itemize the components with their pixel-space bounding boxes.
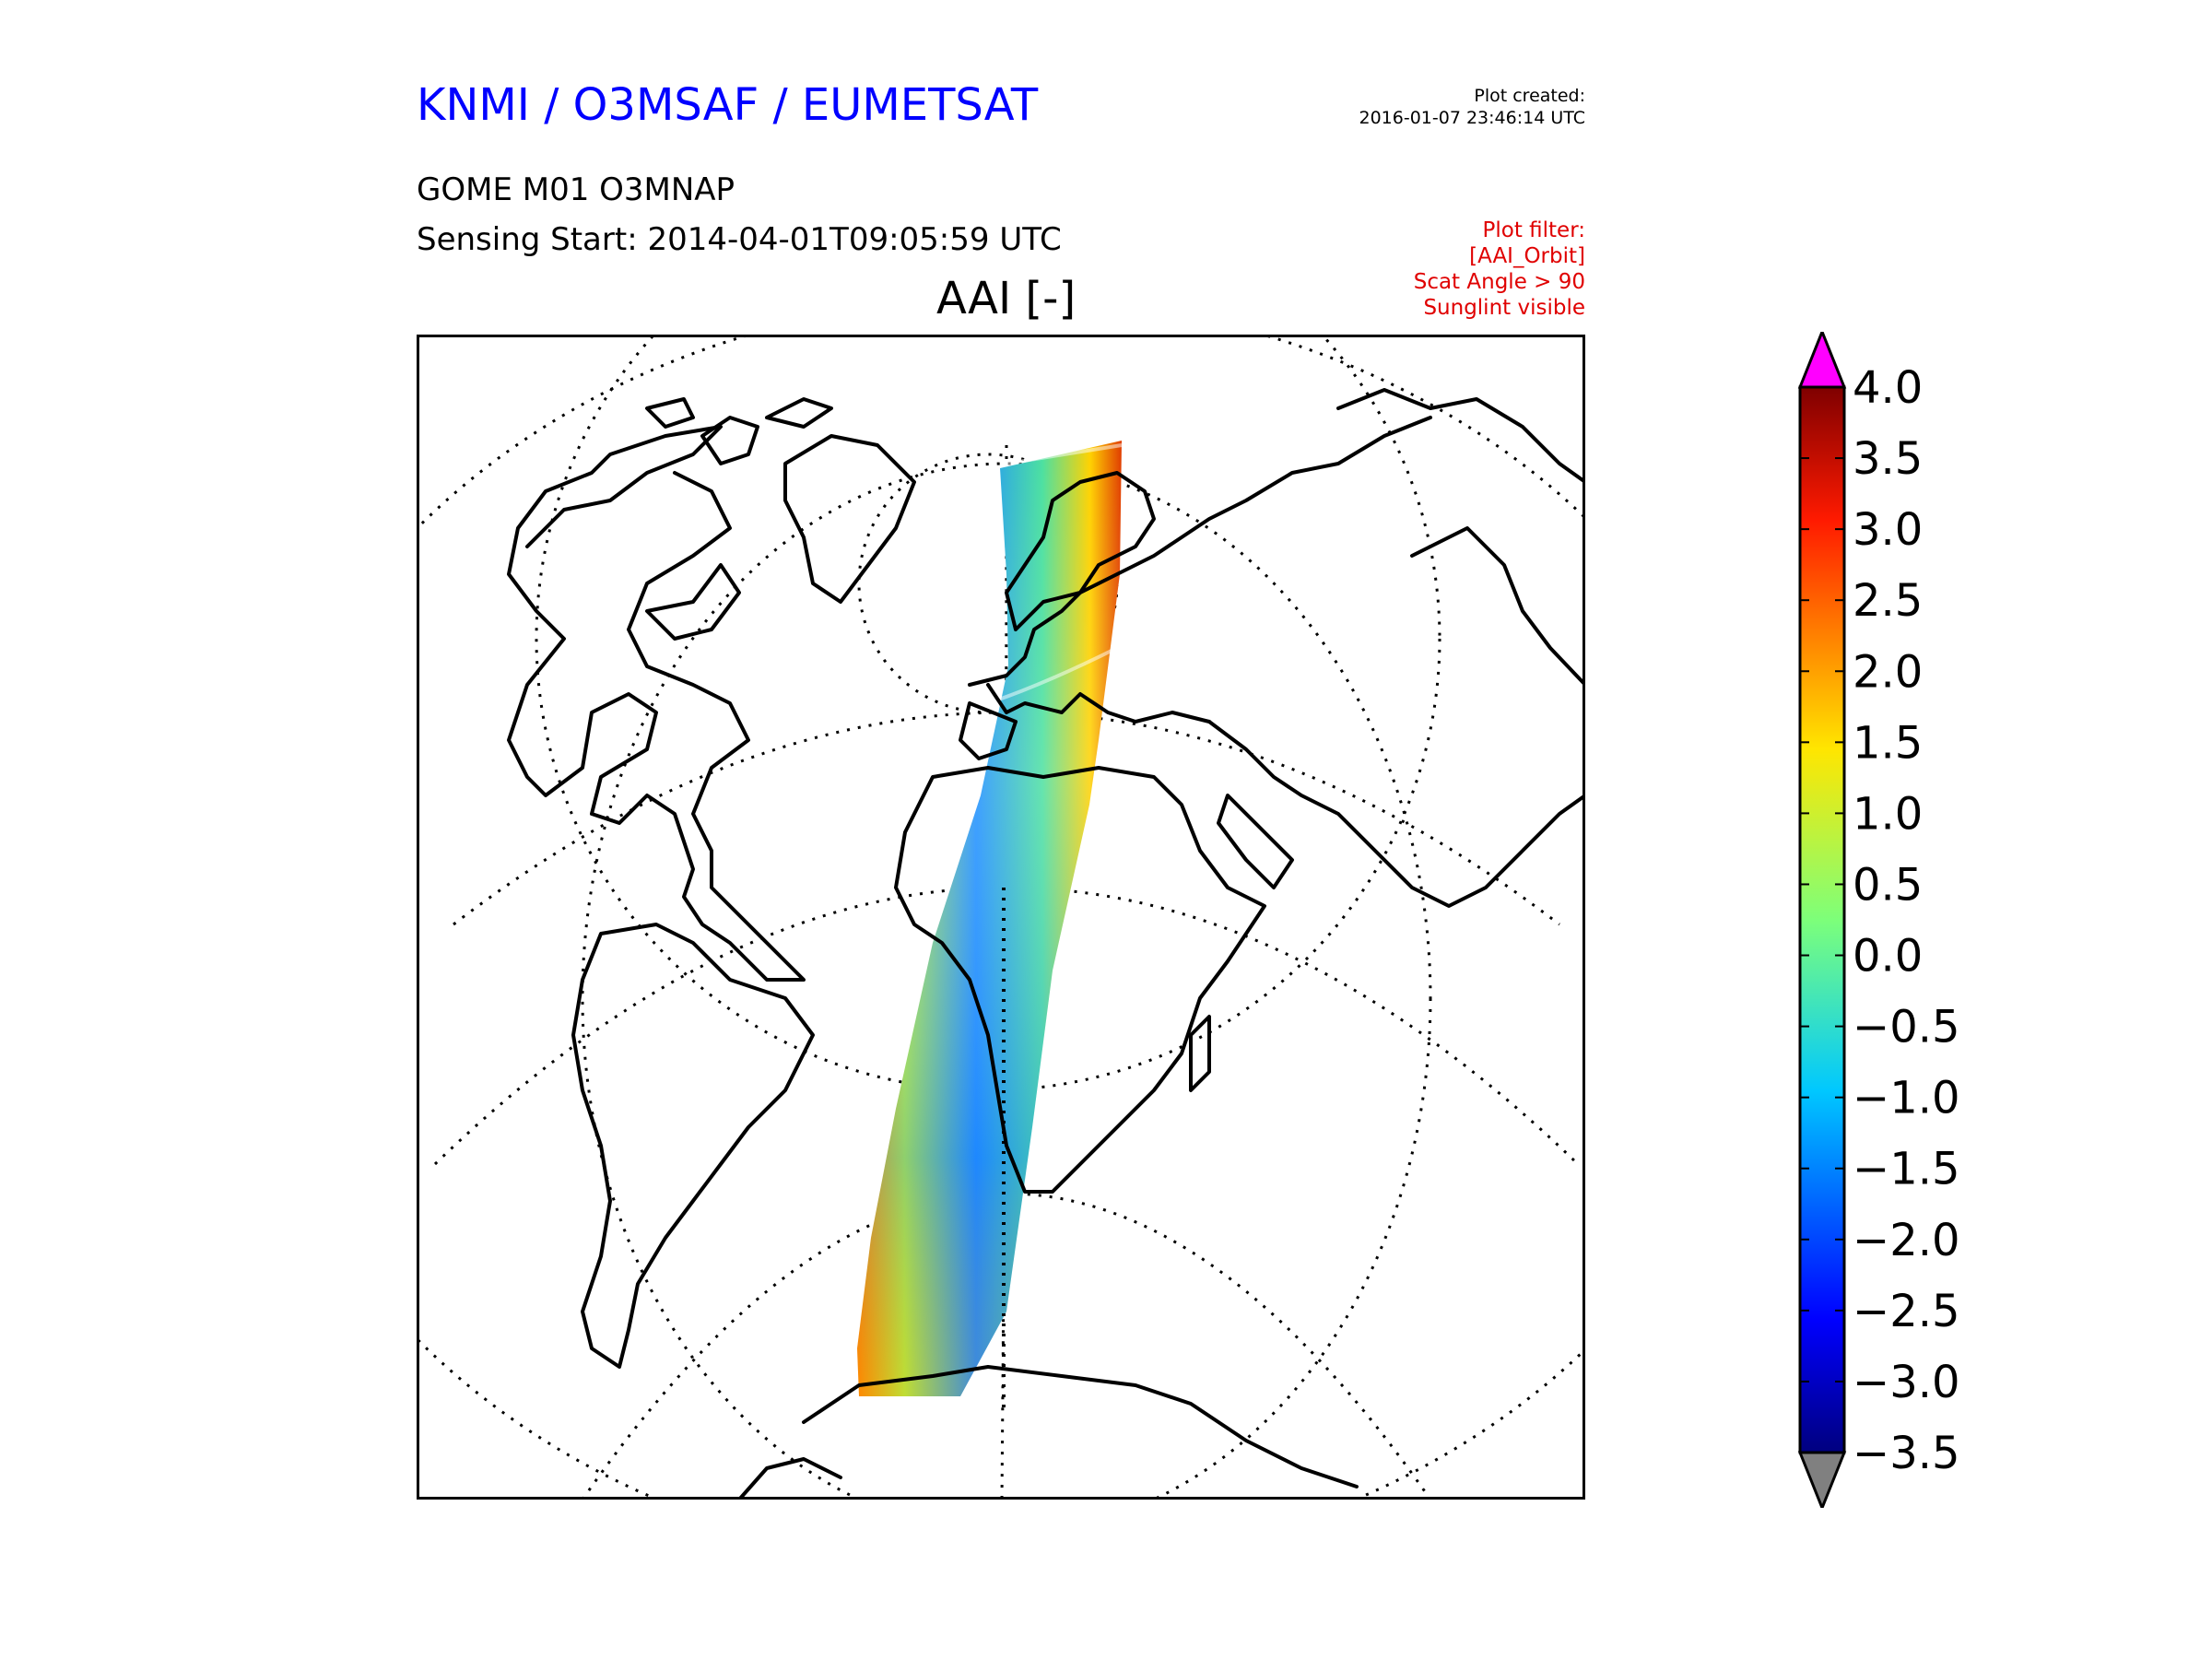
colorbar-tick-label: −1.0 [1853, 1073, 1960, 1124]
colorbar-tick-label: 3.5 [1853, 433, 1923, 485]
colorbar-under-extension [1797, 1451, 1847, 1508]
plot-filter-block: Plot filter: [AAI_Orbit] Scat Angle > 90… [1414, 218, 1585, 321]
filter-line-3: Scat Angle > 90 [1413, 270, 1585, 294]
variable-title: AAI [-] [936, 273, 1077, 324]
colorbar-tick-label: −1.5 [1853, 1144, 1960, 1195]
plot-created-time: 2016-01-07 23:46:14 UTC [1359, 108, 1586, 128]
colorbar-over-extension [1797, 332, 1847, 389]
colorbar: 4.0 3.5 3.0 2.5 2.0 1.5 1.0 0.5 0.0 −0.5 −1.0 −1.5 −… [1797, 332, 1960, 1508]
filter-line-2: [AAI_Orbit] [1469, 244, 1585, 268]
filter-line-1: Plot filter: [1482, 218, 1585, 242]
map-panel [417, 335, 1585, 1500]
colorbar-tick-label: 1.5 [1853, 717, 1923, 769]
colorbar-tick-label: −3.0 [1853, 1357, 1960, 1408]
coastlines [507, 388, 1585, 1500]
colorbar-tick-label: 0.5 [1853, 859, 1923, 911]
colorbar-tick-label: −2.0 [1853, 1215, 1960, 1266]
plot-title: KNMI / O3MSAF / EUMETSAT [417, 79, 1039, 131]
colorbar-tick-label: −3.5 [1853, 1428, 1960, 1479]
colorbar-tick-label: 2.0 [1853, 646, 1923, 698]
colorbar-tick-label: 0.0 [1853, 931, 1923, 982]
colorbar-gradient [1798, 385, 1846, 1454]
colorbar-tick-label: −0.5 [1853, 1002, 1960, 1053]
aai-swath [857, 441, 1123, 1396]
colorbar-tick-label: 4.0 [1853, 362, 1923, 414]
plot-created-block: Plot created: 2016-01-07 23:46:14 UTC [1359, 85, 1586, 129]
colorbar-ticks: 4.0 3.5 3.0 2.5 2.0 1.5 1.0 0.5 0.0 −0.5 −1.0 −1.5 −… [1800, 362, 1960, 1479]
filter-line-4: Sunglint visible [1423, 296, 1585, 320]
plot-created-label: Plot created: [1474, 86, 1585, 106]
product-name: GOME M01 O3MNAP [417, 171, 735, 208]
sensing-start: Sensing Start: 2014-04-01T09:05:59 UTC [417, 221, 1062, 258]
colorbar-tick-label: −2.5 [1853, 1286, 1960, 1337]
colorbar-tick-label: 1.0 [1853, 788, 1923, 840]
map-frame [417, 335, 1585, 1500]
colorbar-tick-label: 2.5 [1853, 575, 1923, 627]
colorbar-tick-label: 3.0 [1853, 504, 1923, 556]
